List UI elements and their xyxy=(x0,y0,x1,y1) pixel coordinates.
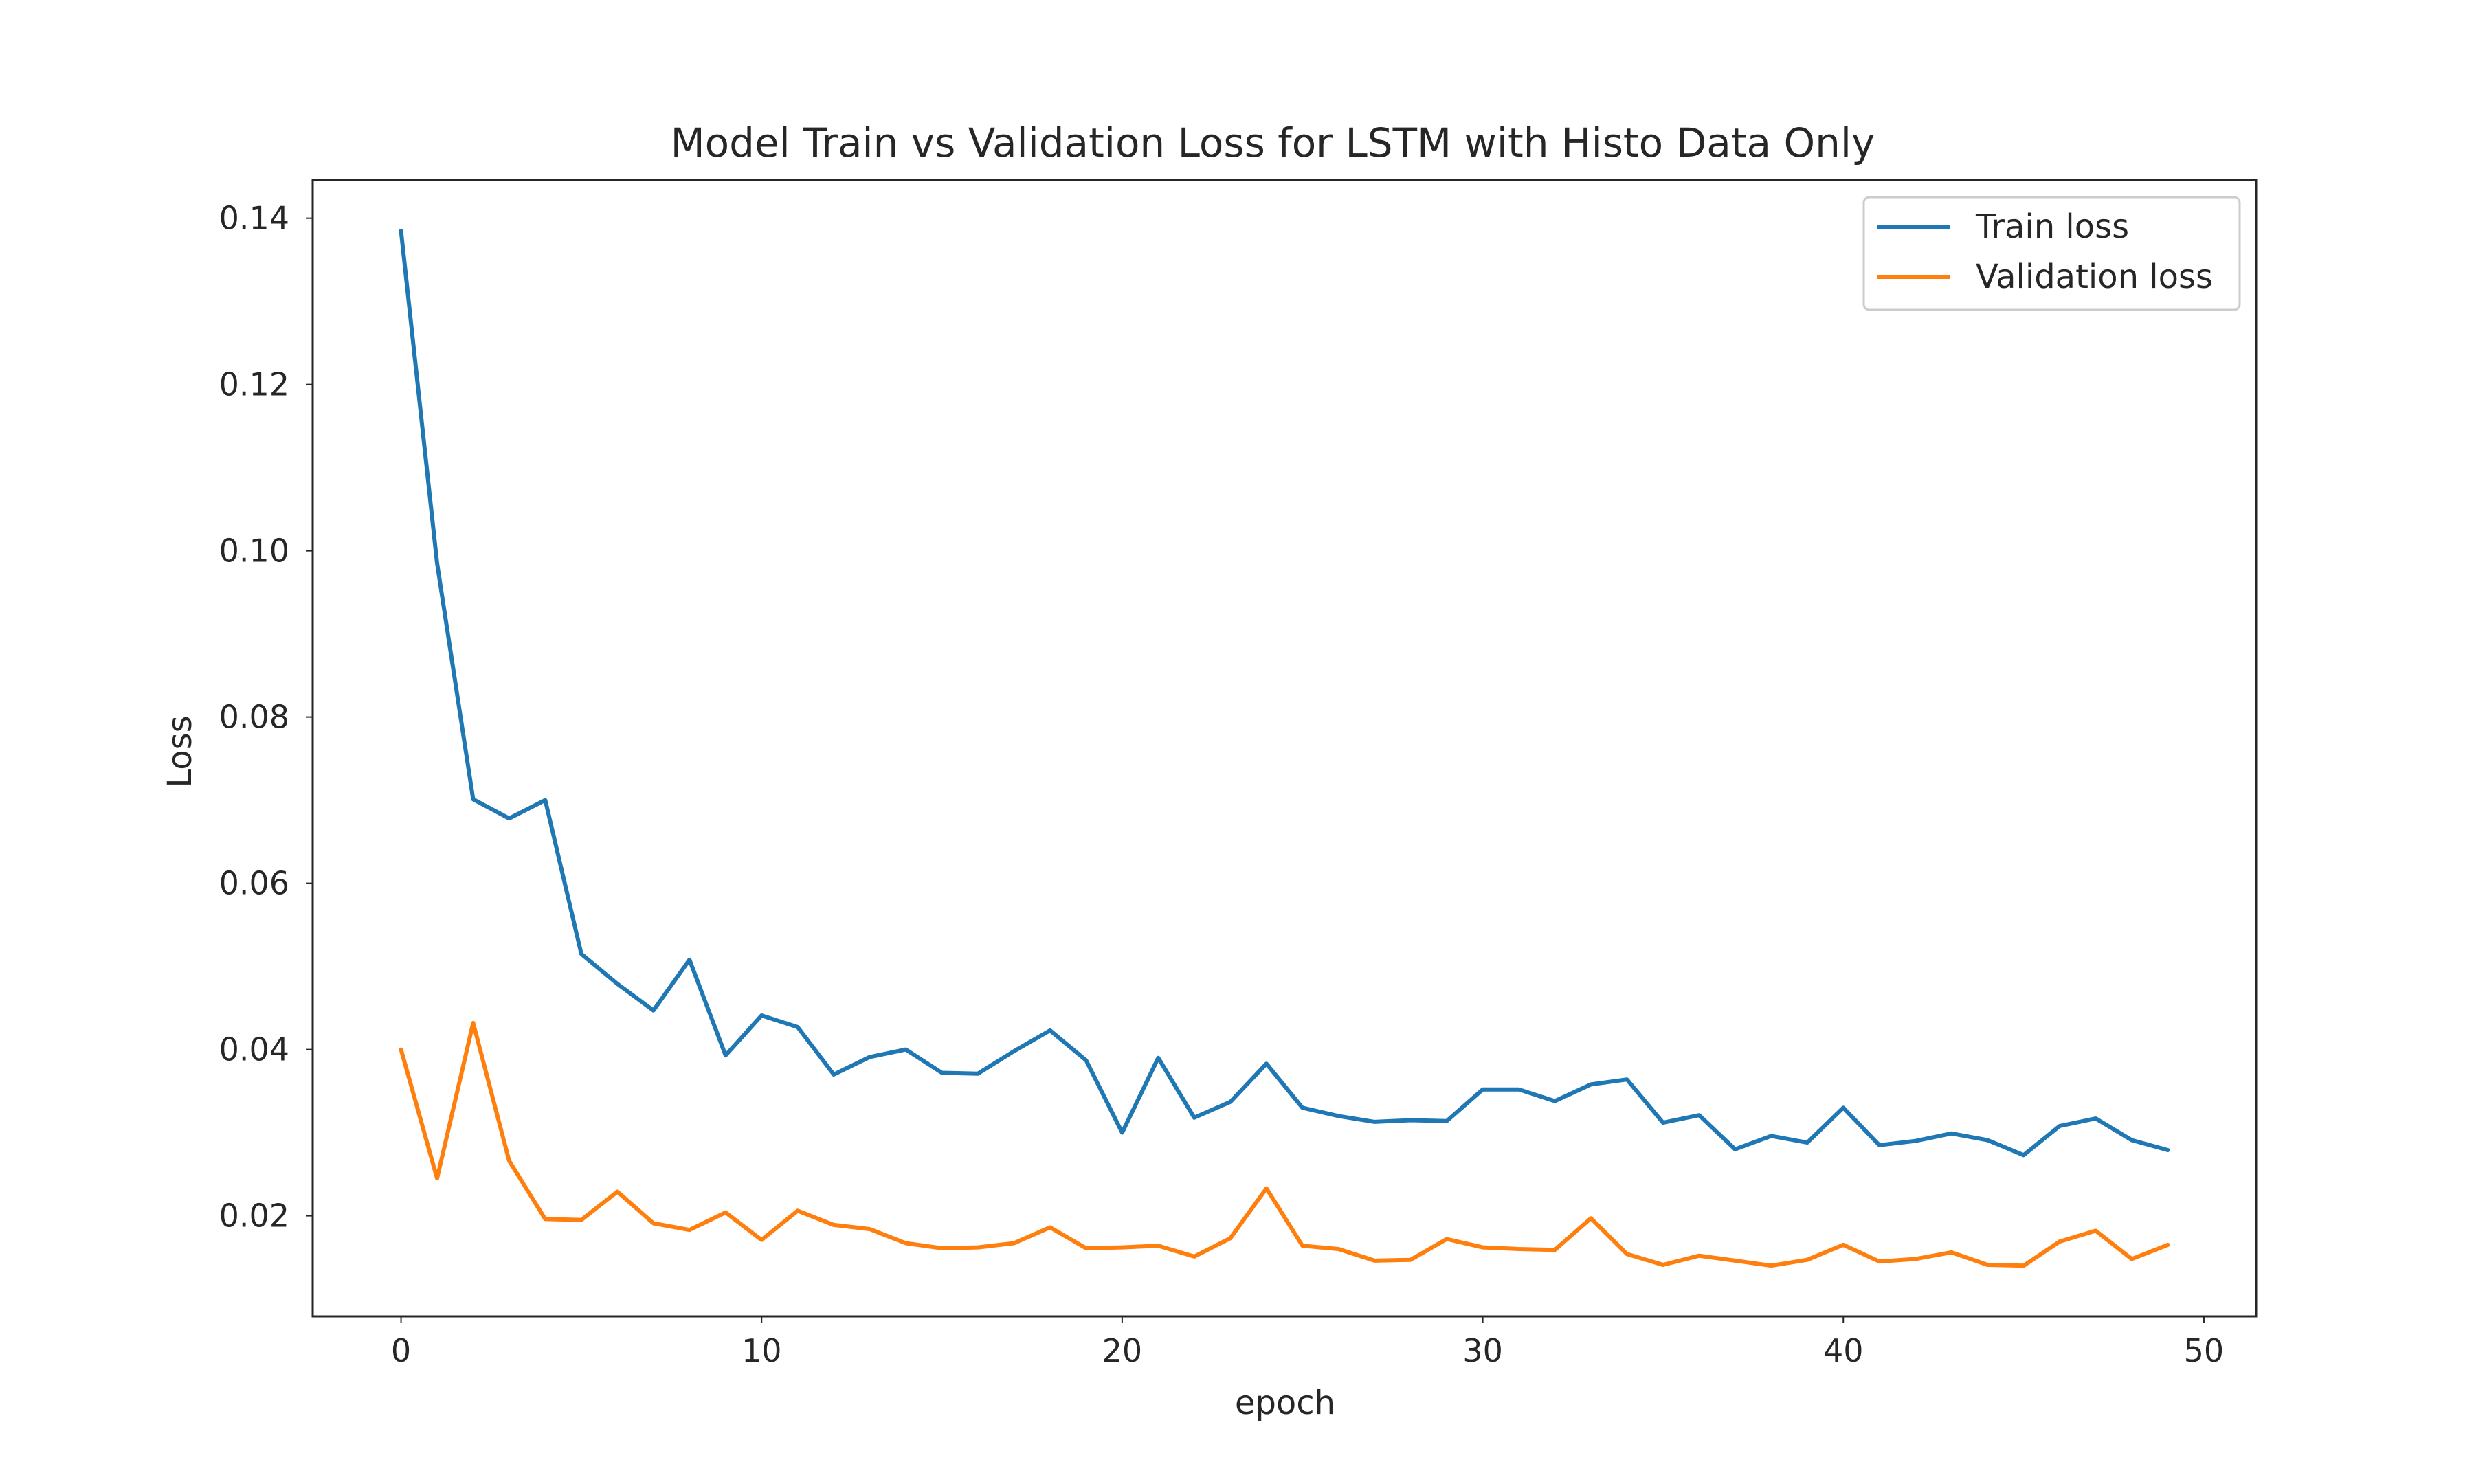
series-layer xyxy=(399,228,2170,1268)
y-tick-label: 0.02 xyxy=(219,1198,289,1235)
y-tick-label: 0.04 xyxy=(219,1031,289,1068)
y-tick-label: 0.08 xyxy=(219,699,289,736)
x-tick-label: 40 xyxy=(1823,1332,1864,1369)
legend: Train loss Validation loss xyxy=(1862,196,2241,311)
legend-label-validation-loss: Validation loss xyxy=(1976,258,2213,296)
legend-label-train-loss: Train loss xyxy=(1975,207,2129,246)
y-tick-label: 0.12 xyxy=(219,366,289,403)
legend-box xyxy=(1862,196,2241,311)
y-tick-label: 0.10 xyxy=(219,532,289,570)
x-tick-label: 20 xyxy=(1102,1332,1143,1369)
x-axis-ticks: 0 10 20 30 40 50 xyxy=(391,1316,2224,1369)
y-axis-label: Loss xyxy=(161,715,199,787)
plot-frame xyxy=(311,179,2258,1318)
x-tick-label: 10 xyxy=(742,1332,782,1369)
y-axis-ticks: 0.02 0.04 0.06 0.08 0.10 0.12 0.14 xyxy=(219,200,313,1235)
x-tick-label: 50 xyxy=(2184,1332,2225,1369)
y-tick-label: 0.14 xyxy=(219,200,289,237)
x-tick-label: 30 xyxy=(1462,1332,1503,1369)
y-tick-label: 0.06 xyxy=(219,865,289,902)
plot-area xyxy=(311,179,2258,1318)
x-tick-label: 0 xyxy=(391,1332,411,1369)
series-line-train-loss xyxy=(399,228,2170,1158)
x-axis-label: epoch xyxy=(1235,1384,1335,1422)
chart-title: Model Train vs Validation Loss for LSTM … xyxy=(671,120,1875,166)
series-line-validation-loss xyxy=(399,1020,2170,1268)
